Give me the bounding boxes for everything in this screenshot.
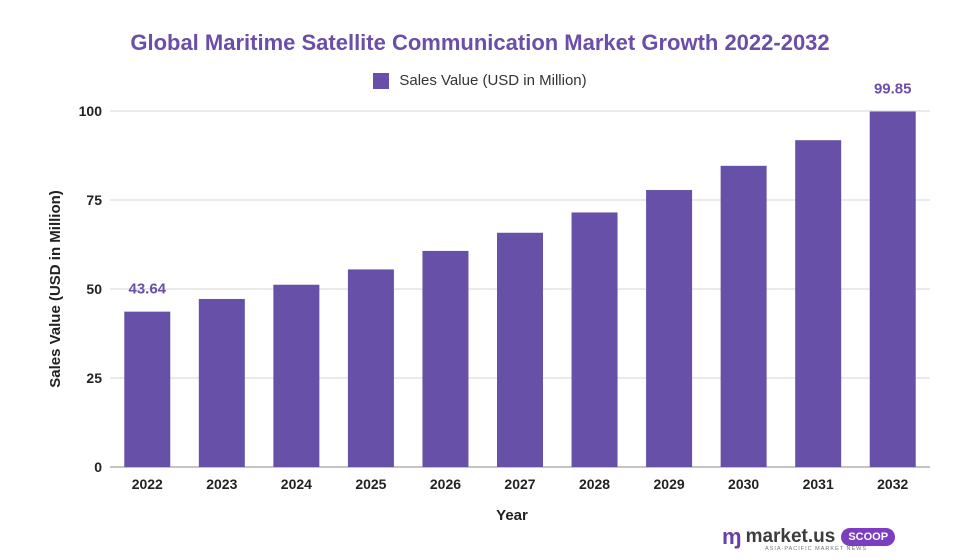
brand-name: market.us [745, 526, 836, 547]
bar-2028 [571, 212, 618, 467]
bar-2031 [795, 140, 842, 467]
x-tick-label: 2031 [803, 476, 834, 492]
x-axis-title: Year [496, 507, 528, 524]
y-tick-label: 100 [79, 103, 103, 119]
bar-2025 [347, 269, 394, 467]
x-tick-label: 2025 [355, 476, 386, 492]
y-tick-label: 0 [94, 459, 102, 475]
y-tick-label: 25 [86, 370, 102, 386]
x-tick-label: 2023 [206, 476, 237, 492]
x-tick-label: 2027 [504, 476, 535, 492]
legend-swatch [373, 72, 390, 89]
chart-title: Global Maritime Satellite Communication … [130, 30, 830, 55]
legend: Sales Value (USD in Million) [0, 72, 960, 89]
bar-2026 [422, 250, 469, 467]
x-tick-label: 2029 [654, 476, 685, 492]
bar-2024 [273, 284, 320, 467]
x-tick-label: 2030 [728, 476, 759, 492]
x-tick-label: 2028 [579, 476, 610, 492]
y-tick-label: 50 [86, 281, 102, 297]
bar-2022 [124, 311, 171, 467]
market-us-logo-icon: ɱ [722, 524, 742, 549]
bar-2029 [646, 190, 693, 468]
legend-label: Sales Value (USD in Million) [399, 72, 587, 89]
data-label-2032: 99.85 [874, 81, 912, 98]
brand-badge: SCOOP [841, 528, 896, 546]
bar-2023 [198, 298, 245, 467]
y-axis-title: Sales Value (USD in Million) [47, 190, 64, 388]
x-tick-label: 2032 [877, 476, 908, 492]
x-tick-label: 2026 [430, 476, 461, 492]
bar-2032 [869, 111, 916, 467]
x-tick-label: 2024 [281, 476, 312, 492]
brand-logo: ɱ market.us SCOOP [722, 524, 896, 550]
x-tick-label: 2022 [132, 476, 163, 492]
brand-tagline: ASIA-PACIFIC MARKET NEWS [765, 546, 867, 552]
y-tick-label: 75 [86, 192, 102, 208]
bar-2027 [497, 232, 543, 467]
data-label-2022: 43.64 [128, 281, 166, 298]
bar-2030 [720, 165, 767, 467]
